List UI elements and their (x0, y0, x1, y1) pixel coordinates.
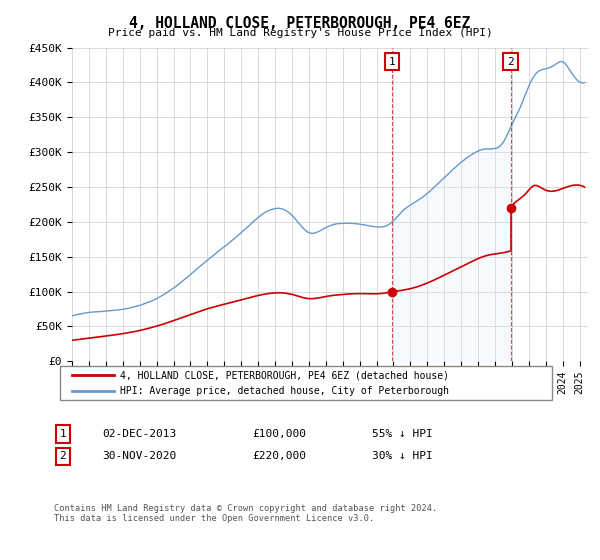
Text: 4, HOLLAND CLOSE, PETERBOROUGH, PE4 6EZ (detached house): 4, HOLLAND CLOSE, PETERBOROUGH, PE4 6EZ … (120, 370, 449, 380)
Text: 4, HOLLAND CLOSE, PETERBOROUGH, PE4 6EZ: 4, HOLLAND CLOSE, PETERBOROUGH, PE4 6EZ (130, 16, 470, 31)
Text: £220,000: £220,000 (252, 451, 306, 461)
Text: HPI: Average price, detached house, City of Peterborough: HPI: Average price, detached house, City… (120, 386, 449, 396)
Text: 1: 1 (59, 429, 67, 439)
Text: 30% ↓ HPI: 30% ↓ HPI (372, 451, 433, 461)
Text: 55% ↓ HPI: 55% ↓ HPI (372, 429, 433, 439)
Text: Price paid vs. HM Land Registry's House Price Index (HPI): Price paid vs. HM Land Registry's House … (107, 28, 493, 38)
Text: Contains HM Land Registry data © Crown copyright and database right 2024.
This d: Contains HM Land Registry data © Crown c… (54, 504, 437, 524)
Text: 2: 2 (507, 57, 514, 67)
Text: 02-DEC-2013: 02-DEC-2013 (102, 429, 176, 439)
Text: 30-NOV-2020: 30-NOV-2020 (102, 451, 176, 461)
Text: £100,000: £100,000 (252, 429, 306, 439)
Text: 1: 1 (389, 57, 395, 67)
Text: 2: 2 (59, 451, 67, 461)
